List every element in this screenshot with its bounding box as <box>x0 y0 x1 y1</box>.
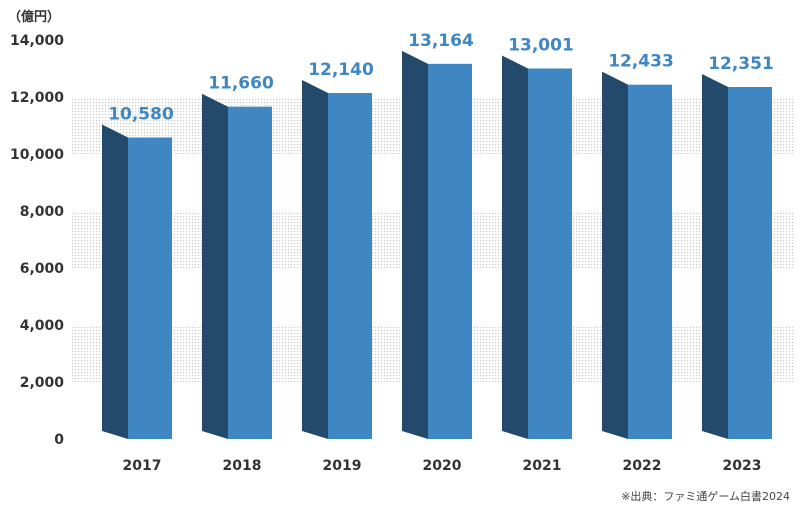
bar-value-label: 13,001 <box>508 35 574 55</box>
bar-side-face <box>202 93 228 439</box>
y-tick-label: 6,000 <box>20 261 65 277</box>
bars-group: 10,580 11,660 12,140 13,164 13,001 12,433 12,3… <box>102 31 774 440</box>
bar-side-face <box>102 124 128 439</box>
x-tick-label: 2022 <box>623 458 662 474</box>
y-tick-label: 8,000 <box>20 204 65 220</box>
bar-2020: 13,164 <box>402 31 474 440</box>
bar-front-face <box>728 86 772 440</box>
x-tick-label: 2021 <box>523 458 562 474</box>
bar-front-face <box>428 63 472 440</box>
bar-2019: 12,140 <box>302 60 374 439</box>
bar-value-label: 12,351 <box>708 54 774 74</box>
bar-value-label: 12,433 <box>608 52 674 72</box>
x-tick-label: 2023 <box>723 458 762 474</box>
x-axis: 2017 2018 2019 2020 2021 2022 2023 <box>123 458 762 474</box>
bar-2021: 13,001 <box>502 35 574 440</box>
y-tick-label: 2,000 <box>20 375 65 391</box>
bar-value-label: 10,580 <box>108 104 174 124</box>
bar-front-face <box>528 68 572 439</box>
x-tick-label: 2020 <box>423 458 462 474</box>
bar-side-face <box>402 50 428 440</box>
bar-2022: 12,433 <box>602 52 674 440</box>
bar-front-face <box>128 137 172 439</box>
x-tick-label: 2017 <box>123 458 162 474</box>
bar-front-face <box>628 84 672 440</box>
y-tick-label: 14,000 <box>10 33 64 49</box>
x-tick-label: 2018 <box>223 458 262 474</box>
bar-side-face <box>302 80 328 439</box>
bar-front-face <box>228 106 272 439</box>
bar-side-face <box>602 71 628 440</box>
x-tick-label: 2019 <box>323 458 362 474</box>
y-axis-unit-label: （億円） <box>8 10 61 25</box>
bar-value-label: 13,164 <box>408 31 474 51</box>
bar-value-label: 11,660 <box>208 74 274 94</box>
bar-value-label: 12,140 <box>308 60 374 80</box>
bar-2017: 10,580 <box>102 104 174 439</box>
y-tick-label: 0 <box>54 432 64 448</box>
bar-2023: 12,351 <box>702 54 774 440</box>
y-tick-label: 12,000 <box>10 90 64 106</box>
source-note: ※出典：ファミ通ゲーム白書2024 <box>621 490 790 503</box>
bar-front-face <box>328 93 372 439</box>
y-tick-label: 10,000 <box>10 147 64 163</box>
y-axis: 0 2,000 4,000 6,000 8,000 10,000 12,000 14,000 <box>10 33 64 448</box>
bar-side-face <box>702 73 728 440</box>
bar-2018: 11,660 <box>202 74 274 439</box>
bar-side-face <box>502 55 528 440</box>
y-tick-label: 4,000 <box>20 318 65 334</box>
